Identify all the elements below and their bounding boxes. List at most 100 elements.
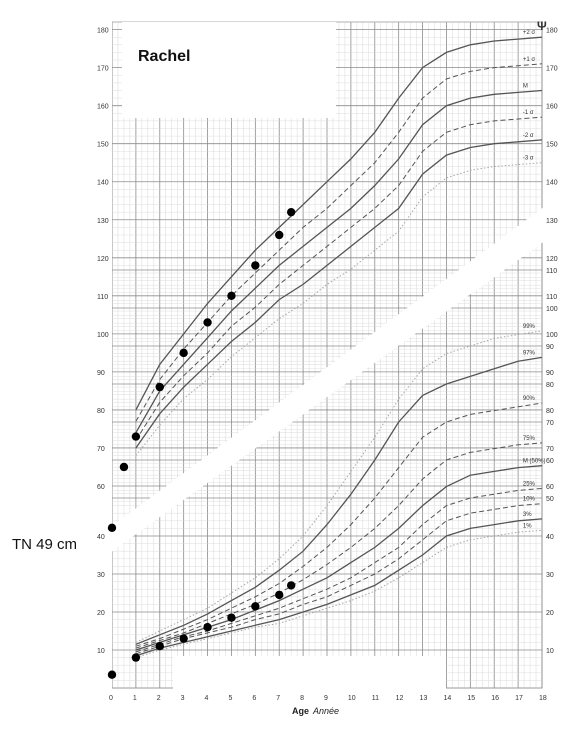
curve-label-0-1: +1 σ (523, 57, 536, 63)
ytick-upper-right: 130 (546, 218, 558, 225)
height-point (179, 348, 188, 358)
curve-1-3 (135, 442, 543, 649)
ytick-upper-right: 150 (546, 142, 558, 149)
ytick-upper-left: 100 (97, 332, 109, 339)
ytick-upper-right: 80 (546, 408, 554, 415)
ytick-lower-left: 30 (97, 572, 105, 579)
ytick-lower-right: 30 (546, 572, 554, 579)
ytick-lower-right: 20 (546, 610, 554, 617)
ytick-upper-left: 170 (97, 66, 109, 73)
ytick-upper-right: 70 (546, 446, 554, 453)
height-point (155, 382, 164, 392)
ytick-upper-left: 140 (97, 180, 109, 187)
curve-0-1 (135, 63, 543, 422)
ytick-upper-left: 80 (97, 408, 105, 415)
left-margin (0, 0, 112, 736)
curve-label-0-5: -3 σ (523, 156, 534, 162)
ytick-upper-left: 160 (97, 104, 109, 111)
ytick-upper-right: 100 (546, 332, 558, 339)
x-axis-label-en: Age (292, 706, 310, 716)
curve-0-3 (135, 116, 543, 441)
ytick-upper-right: 60 (546, 484, 554, 491)
curve-label-1-0: 99% (523, 324, 536, 330)
curve-label-0-3: -1 σ (523, 110, 534, 116)
curve-label-1-4: M (50%) (523, 459, 546, 465)
xtick: 0 (109, 695, 113, 702)
curve-label-0-0: +2 σ (523, 30, 536, 36)
height-point (119, 462, 129, 472)
xtick: 8 (300, 695, 304, 702)
ytick-lower-left: 40 (97, 534, 105, 541)
height-point (275, 230, 284, 240)
height-point (251, 261, 260, 270)
weight-point (203, 623, 212, 632)
curve-label-0-2: M (523, 83, 528, 89)
x-axis-label-fr: Année (313, 706, 340, 716)
corner-mark: Ψ (537, 19, 547, 33)
curve-label-1-7: 3% (523, 512, 532, 518)
xtick: 5 (228, 695, 232, 702)
curve-label-1-6: 10% (523, 497, 536, 503)
ytick-upper-right: 110 (546, 294, 557, 301)
patient-name: Rachel (138, 48, 191, 65)
curve-1-7 (135, 518, 543, 657)
curve-0-0 (135, 36, 543, 411)
ytick-lower-right: 60 (546, 458, 554, 465)
curve-1-6 (135, 503, 543, 655)
ytick-upper-left: 70 (97, 446, 105, 453)
ytick-upper-right: 120 (546, 256, 558, 263)
xtick: 15 (467, 695, 475, 702)
curve-label-1-8: 1% (523, 523, 532, 529)
curve-1-0 (135, 330, 543, 643)
curve-0-2 (135, 89, 543, 434)
height-point (107, 523, 117, 533)
xtick: 13 (420, 695, 428, 702)
ytick-upper-right: 170 (546, 66, 558, 73)
curve-0-5 (135, 162, 543, 456)
weight-point (251, 602, 260, 611)
curve-1-2 (135, 402, 543, 647)
ytick-lower-right: 100 (546, 306, 558, 313)
ytick-lower-right: 10 (546, 648, 554, 655)
ytick-lower-right: 50 (546, 496, 554, 503)
ytick-upper-left: 60 (97, 484, 105, 491)
xtick: 9 (324, 695, 328, 702)
ytick-upper-left: 180 (97, 28, 109, 35)
ytick-upper-right: 90 (546, 370, 554, 377)
xtick: 1 (133, 695, 137, 702)
weight-point (131, 653, 141, 662)
xtick: 7 (276, 695, 280, 702)
xtick: 4 (205, 695, 209, 702)
ytick-lower-right: 90 (546, 344, 554, 351)
weight-point (179, 634, 188, 643)
xtick: 14 (443, 695, 451, 702)
curve-label-1-1: 97% (523, 350, 536, 356)
xtick: 17 (515, 695, 523, 702)
xtick: 3 (181, 695, 185, 702)
ytick-upper-right: 180 (546, 28, 558, 35)
xtick: 16 (491, 695, 499, 702)
height-point (286, 207, 296, 217)
curve-1-5 (135, 488, 543, 653)
ytick-lower-right: 110 (546, 268, 557, 275)
height-point (227, 291, 236, 301)
birth-annotation: TN 49 cm (12, 536, 78, 553)
xtick: 11 (372, 695, 379, 702)
curve-label-1-5: 25% (523, 482, 536, 488)
curve-label-1-3: 75% (523, 436, 536, 442)
xtick: 18 (539, 695, 547, 702)
weight-point (227, 613, 236, 622)
ytick-upper-left: 150 (97, 142, 109, 149)
percentile-curves: +2 σ +1 σ M -1 σ -2 σ -3 σ 99% 97% 90% 75% M (50%)… (135, 30, 546, 659)
ytick-lower-left: 10 (97, 648, 105, 655)
ytick-upper-left: 110 (97, 294, 108, 301)
xtick: 6 (252, 695, 256, 702)
weight-point (155, 642, 164, 651)
curve-label-1-2: 90% (523, 396, 536, 402)
xtick: 10 (348, 695, 356, 702)
curve-1-1 (135, 356, 543, 645)
weight-point (107, 670, 117, 679)
ytick-lower-right: 70 (546, 420, 554, 427)
ytick-lower-left: 20 (97, 610, 105, 617)
